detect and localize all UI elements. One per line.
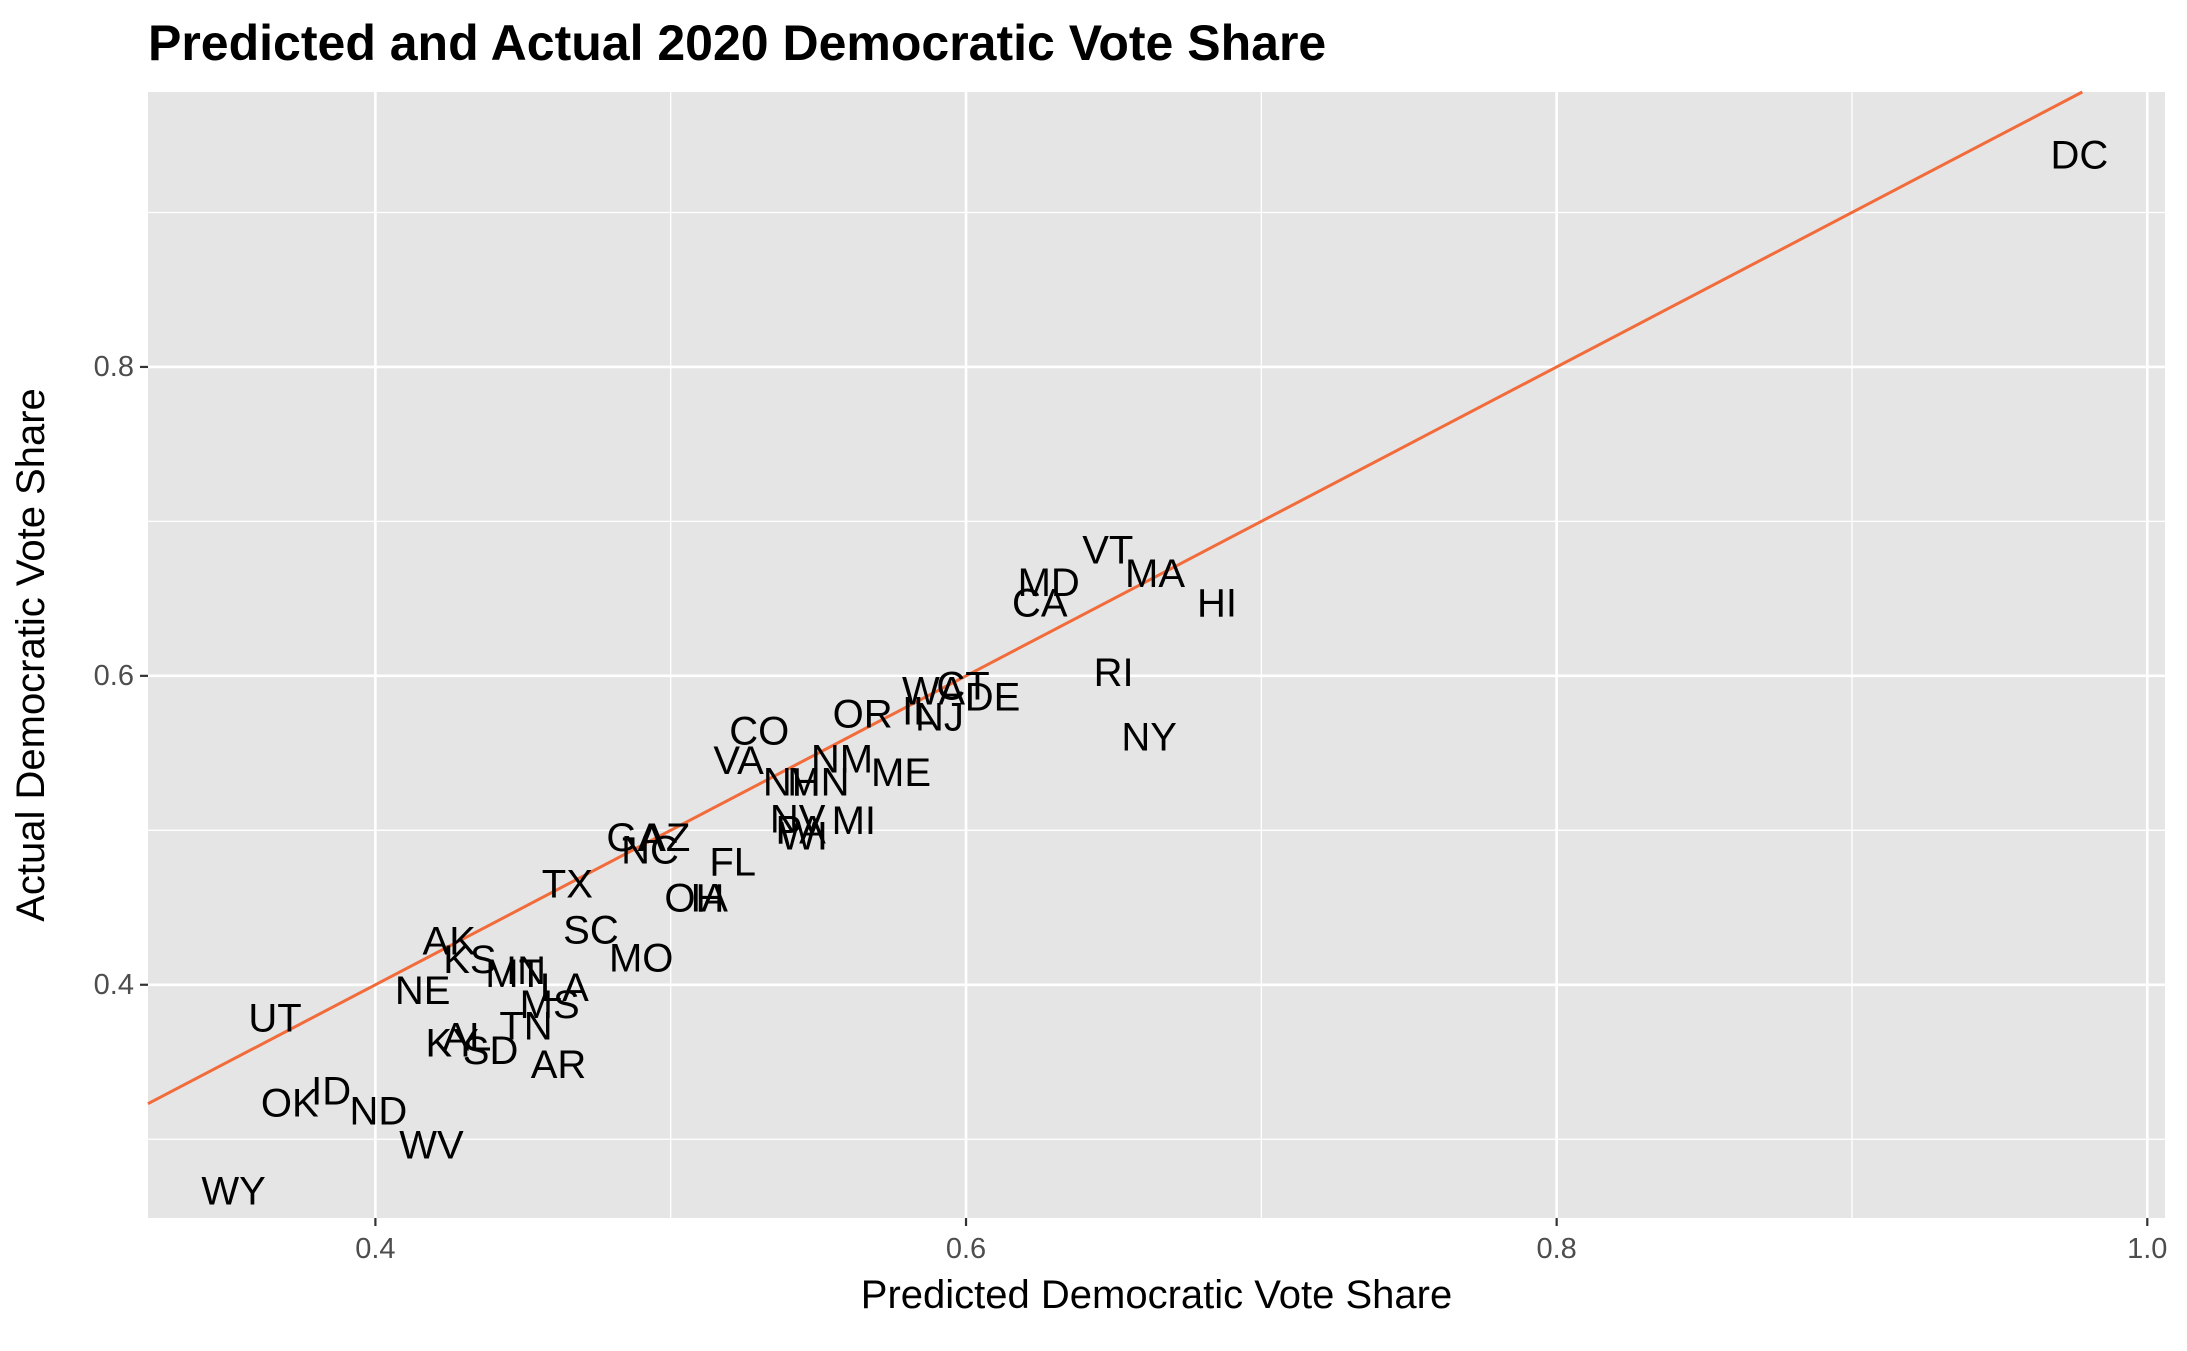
state-label-ms: MS <box>520 983 580 1027</box>
major-gridlines <box>148 92 2165 1218</box>
state-label-ct: CT <box>936 665 989 709</box>
state-label-ks: KS <box>443 938 496 982</box>
state-label-al: AL <box>442 1015 491 1059</box>
state-label-ne: NE <box>395 969 451 1013</box>
minor-gridlines <box>148 92 2165 1218</box>
state-label-ok: OK <box>261 1082 319 1126</box>
state-label-oh: OH <box>664 876 724 920</box>
state-label-ca: CA <box>1012 581 1068 625</box>
state-label-tx: TX <box>542 862 593 906</box>
state-label-vt: VT <box>1082 529 1133 573</box>
state-label-nh: NH <box>763 760 821 804</box>
state-label-ma: MA <box>1125 552 1185 596</box>
state-label-il: IL <box>902 689 935 733</box>
state-label-me: ME <box>871 751 931 795</box>
y-tick-label: 0.6 <box>94 660 134 692</box>
state-label-ky: KY <box>425 1021 478 1065</box>
state-label-id: ID <box>311 1069 351 1113</box>
state-label-md: MD <box>1018 561 1080 605</box>
state-label-wa: WA <box>902 669 965 713</box>
x-tick-label: 0.8 <box>1536 1233 1576 1265</box>
state-label-co: CO <box>729 709 789 753</box>
state-label-wi: WI <box>779 814 828 858</box>
state-label-wy: WY <box>201 1170 265 1214</box>
reference-line <box>147 90 2084 1106</box>
state-label-sd: SD <box>463 1029 519 1073</box>
y-axis-title: Actual Democratic Vote Share <box>9 388 53 922</box>
state-label-or: OR <box>833 692 893 736</box>
x-tick-label: 0.6 <box>946 1233 986 1265</box>
state-label-sc: SC <box>563 909 619 953</box>
state-label-nc: NC <box>621 828 679 872</box>
state-label-ri: RI <box>1094 651 1134 695</box>
state-label-az: AZ <box>639 816 690 860</box>
state-label-ut: UT <box>248 997 301 1041</box>
state-label-ak: AK <box>423 920 477 964</box>
y-axis-ticks: 0.4 0.6 0.8 <box>94 351 148 1001</box>
state-label-fl: FL <box>709 841 756 885</box>
y-tick-label: 0.4 <box>94 969 134 1001</box>
state-label-wv: WV <box>399 1123 464 1167</box>
state-label-mt: MT <box>485 952 543 996</box>
state-label-la: LA <box>540 966 589 1010</box>
state-label-ga: GA <box>606 816 664 860</box>
state-label-dc: DC <box>2050 133 2108 177</box>
state-label-in: IN <box>506 949 546 993</box>
state-label-ia: IA <box>690 876 728 920</box>
plot-panel <box>148 92 2165 1218</box>
state-label-nv: NV <box>770 797 826 841</box>
state-label-pa: PA <box>775 808 826 852</box>
state-label-ar: AR <box>531 1043 587 1087</box>
state-label-va: VA <box>713 739 764 783</box>
x-tick-label: 0.4 <box>355 1233 395 1265</box>
y-tick-label: 0.8 <box>94 351 134 383</box>
state-label-nd: ND <box>349 1089 407 1133</box>
state-label-tn: TN <box>499 1004 552 1048</box>
state-label-mo: MO <box>609 937 673 981</box>
state-label-mi: MI <box>832 799 876 843</box>
x-tick-label: 1.0 <box>2127 1233 2167 1265</box>
state-label-mn: MN <box>787 760 849 804</box>
state-label-nm: NM <box>811 737 873 781</box>
state-label-hi: HI <box>1197 581 1237 625</box>
state-label-ny: NY <box>1121 716 1177 760</box>
state-label-nj: NJ <box>915 696 964 740</box>
x-axis-title: Predicted Democratic Vote Share <box>861 1273 1452 1317</box>
chart-title: Predicted and Actual 2020 Democratic Vot… <box>148 15 1327 71</box>
x-axis-ticks: 0.4 0.6 0.8 1.0 <box>355 1218 2167 1265</box>
state-label-de: DE <box>965 675 1021 719</box>
